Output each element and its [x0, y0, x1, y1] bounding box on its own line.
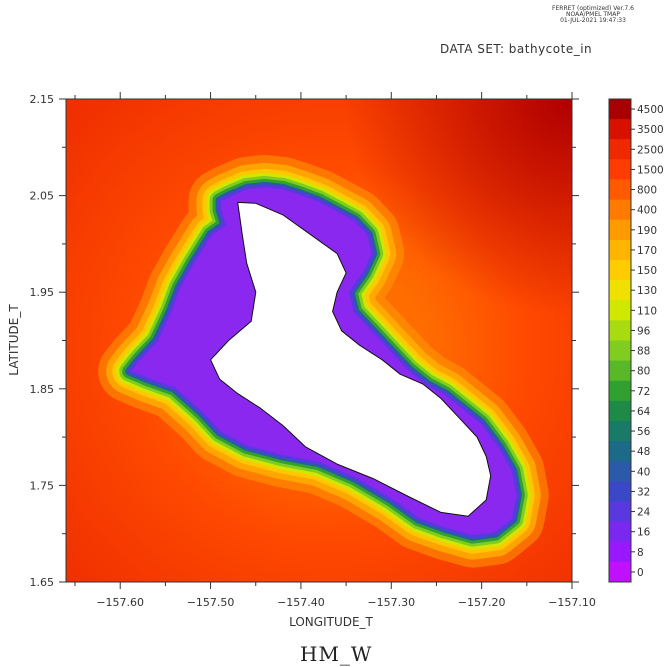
- colorbar-swatch: [609, 139, 631, 160]
- y-tick-label: 1.75: [30, 479, 55, 492]
- y-axis: 1.65 1.75 1.85 1.95 2.05 2.15: [30, 93, 579, 589]
- colorbar-label: 0: [637, 567, 644, 579]
- colorbar-swatch: [609, 239, 631, 261]
- colorbar-label: 96: [637, 325, 651, 337]
- colorbar-swatch: [609, 159, 631, 180]
- x-tick-label: −157.50: [187, 596, 235, 609]
- y-axis-title: LATITUDE_T: [7, 304, 21, 376]
- land-mass: [210, 201, 492, 517]
- colorbar-swatch: [609, 260, 631, 281]
- colorbar-label: 64: [637, 406, 651, 418]
- software-version: FERRET (optimized) Ver.7.6: [552, 5, 634, 12]
- colorbar-label: 56: [637, 426, 651, 438]
- colorbar-swatch: [609, 421, 631, 442]
- colorbar-label: 1500: [637, 164, 664, 176]
- colorbar-label: 800: [637, 185, 657, 197]
- colorbar-label: 2500: [637, 144, 664, 156]
- colorbar-label: 40: [637, 466, 650, 478]
- colorbar-swatch: [609, 441, 631, 462]
- x-tick-label: −157.10: [548, 596, 596, 609]
- colorbar-swatch: [609, 340, 631, 362]
- colorbar-label: 88: [637, 346, 650, 358]
- colorbar-label: 4500: [637, 104, 664, 116]
- x-axis-title: LONGITUDE_T: [289, 615, 373, 629]
- footer-label: HM_W: [300, 642, 373, 666]
- colorbar-swatch: [609, 119, 631, 140]
- colorbar-label: 400: [637, 205, 657, 217]
- colorbar-swatch: [609, 461, 631, 482]
- x-tick-label: −157.60: [96, 596, 144, 609]
- y-tick-label: 1.95: [30, 286, 55, 299]
- colorbar-swatch: [609, 481, 631, 502]
- colorbar-swatch: [609, 400, 631, 422]
- colorbar-swatch: [609, 561, 631, 583]
- colorbar-label: 170: [637, 245, 657, 257]
- colorbar-label: 150: [637, 265, 657, 277]
- x-axis: −157.60 −157.50 −157.40 −157.30 −157.20 −157.…: [74, 92, 596, 609]
- y-tick-label: 2.05: [30, 190, 55, 203]
- plot-area: [66, 99, 572, 582]
- colorbar-label: 190: [637, 225, 657, 237]
- colorbar-swatch: [609, 521, 631, 543]
- y-tick-label: 2.15: [30, 93, 55, 106]
- plot-timestamp: 01-JUL-2021 19:47:33: [560, 17, 626, 24]
- colorbar-label: 130: [637, 285, 657, 297]
- colorbar-swatch: [609, 320, 631, 341]
- colorbar-swatch: [609, 219, 631, 241]
- colorbar-swatch: [609, 179, 631, 201]
- colorbar-label: 110: [637, 305, 657, 317]
- dataset-label: DATA SET: bathycote_in: [440, 42, 593, 56]
- x-tick-label: −157.40: [277, 596, 325, 609]
- colorbar-swatch: [609, 199, 631, 221]
- colorbar-swatch: [609, 99, 631, 120]
- x-tick-label: −157.30: [367, 596, 415, 609]
- colorbar-swatch: [609, 380, 631, 402]
- colorbar-label: 32: [637, 486, 650, 498]
- colorbar-swatch: [609, 541, 631, 563]
- island-layer: [98, 154, 549, 568]
- colorbar-label: 16: [637, 527, 651, 539]
- colorbar-label: 3500: [637, 124, 664, 136]
- colorbar-label: 80: [637, 366, 650, 378]
- software-org: NOAA/PMEL TMAP: [566, 11, 620, 18]
- x-tick-label: −157.20: [458, 596, 506, 609]
- software-header: FERRET (optimized) Ver.7.6 NOAA/PMEL TMA…: [548, 6, 638, 24]
- y-tick-label: 1.85: [30, 383, 55, 396]
- y-tick-label: 1.65: [30, 576, 55, 589]
- colorbar-swatch: [609, 501, 631, 523]
- colorbar: 4500350025001500800400190170150130110968…: [608, 98, 664, 583]
- colorbar-label: 48: [637, 446, 650, 458]
- colorbar-frame: [608, 98, 632, 583]
- colorbar-label: 72: [637, 386, 650, 398]
- colorbar-swatch: [609, 300, 631, 321]
- colorbar-swatch: [609, 280, 631, 301]
- colorbar-label: 24: [637, 507, 651, 519]
- colorbar-label: 8: [637, 547, 644, 559]
- colorbar-swatch: [609, 360, 631, 382]
